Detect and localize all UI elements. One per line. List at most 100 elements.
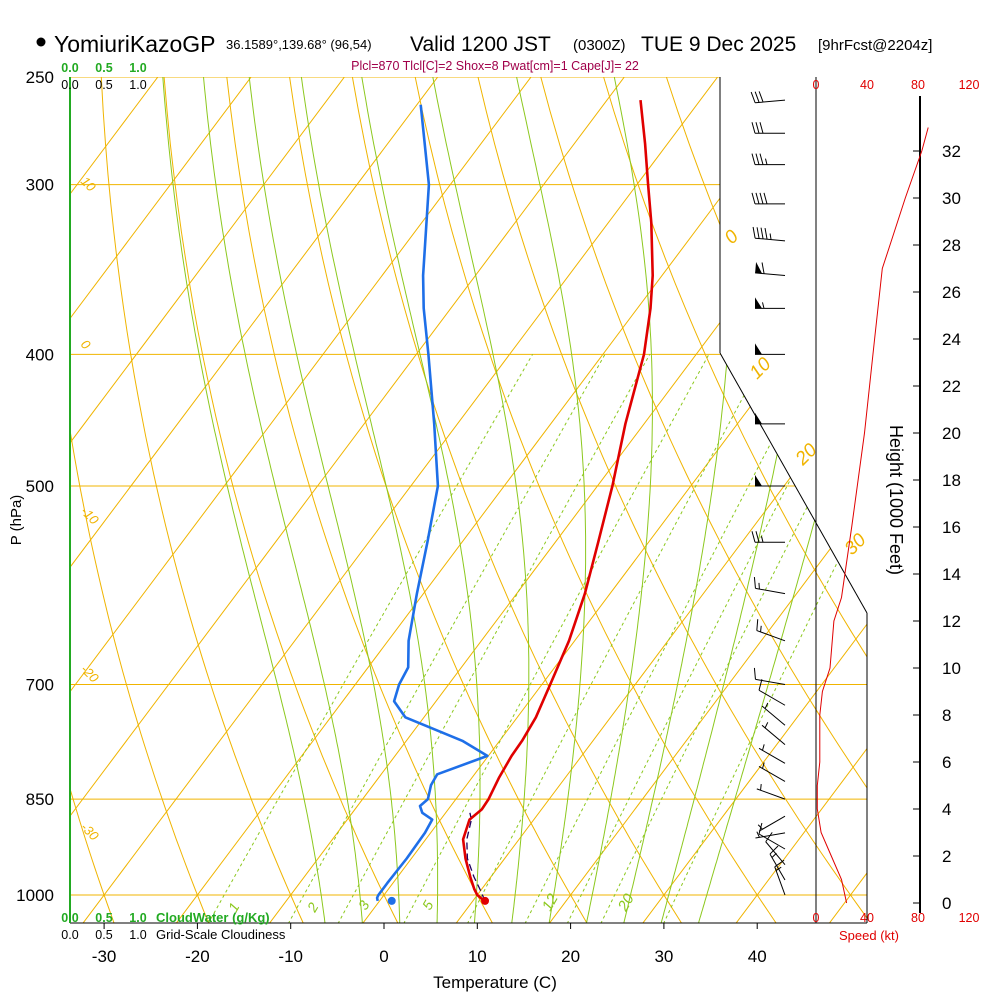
- wind-barb: [757, 815, 786, 832]
- speed-axis-label: Speed (kt): [839, 928, 899, 943]
- y-axis-label: P (hPa): [8, 495, 25, 546]
- speed-bottom-label: 80: [911, 911, 925, 925]
- isotherm-line: [268, 77, 867, 923]
- wind-barb: [761, 722, 786, 745]
- cloudwater-top-label: 1.0: [129, 61, 146, 75]
- barb-half: [764, 702, 769, 709]
- x-tick-label: -20: [185, 947, 210, 966]
- x-tick-label: -30: [92, 947, 117, 966]
- barb-staff: [755, 272, 786, 277]
- dry-adiabat-label: 10: [78, 174, 99, 195]
- wind-barb: [758, 762, 786, 782]
- barb-staff: [756, 630, 786, 642]
- barb-staff: [761, 724, 786, 745]
- surface-markers: [387, 896, 490, 905]
- x-axis-label: Temperature (C): [433, 973, 557, 992]
- header-forecast: [9hrFcst@2204z]: [818, 37, 932, 54]
- barb-full: [755, 122, 760, 134]
- wind-barb: [755, 261, 786, 277]
- barb-full: [755, 192, 760, 205]
- cloudiness-bottom-label: 0.5: [95, 928, 112, 942]
- cloudiness-top-label: 0.0: [61, 78, 78, 92]
- barb-full: [758, 91, 764, 103]
- wind-barb: [755, 297, 785, 309]
- barb-full: [750, 91, 756, 103]
- barb-half: [764, 722, 769, 729]
- isotherm-line: [641, 77, 867, 923]
- dry-adiabat-line: [284, 77, 592, 923]
- height-tick-label: 2: [942, 847, 951, 866]
- barb-full: [763, 192, 768, 205]
- height-tick-label: 26: [942, 283, 961, 302]
- barb-staff: [755, 99, 786, 104]
- barb-full: [769, 845, 779, 855]
- moist-adiabat-label: 20: [614, 890, 638, 914]
- barb-full: [751, 153, 756, 165]
- height-tick-label: 10: [942, 659, 961, 678]
- header-coords: 36.1589°,139.68° (96,54): [226, 37, 372, 52]
- cloudwater-top-label: 0.5: [95, 61, 112, 75]
- barb-half: [762, 302, 765, 309]
- mixing-ratio-line: [466, 354, 767, 923]
- header-utc: (0300Z): [573, 37, 626, 54]
- header-indices: Plcl=870 Tlcl[C]=2 Shox=8 Pwat[cm]=1 Cap…: [351, 59, 639, 73]
- barb-staff: [755, 832, 786, 839]
- dry-adiabat-label: 20: [791, 439, 822, 470]
- dry-adiabat-line: [469, 77, 867, 923]
- cloudwater-bottom-label: 0.5: [95, 911, 112, 925]
- surface-temperature-marker: [481, 896, 490, 905]
- height-tick-label: 22: [942, 377, 961, 396]
- wind-barb: [750, 91, 786, 104]
- barb-full: [765, 832, 773, 843]
- p-tick-label: 1000: [16, 886, 54, 905]
- header-date: TUE 9 Dec 2025: [641, 33, 796, 56]
- cloudiness-bottom-label: 1.0: [129, 928, 146, 942]
- dry-adiabat-line: [70, 77, 212, 923]
- series-dewpoint: [375, 104, 489, 902]
- series-parcel: [466, 812, 486, 902]
- x-tick-label: 0: [379, 947, 388, 966]
- barb-staff: [765, 841, 786, 866]
- mixing-ratio-line: [403, 354, 710, 923]
- speed-bottom-label: 120: [959, 911, 980, 925]
- wind-barb: [751, 122, 785, 134]
- dry-adiabat-label: 0: [721, 226, 744, 249]
- speed-top-label: 80: [911, 78, 925, 92]
- moist-adiabat-line: [159, 77, 326, 923]
- wind-barb: [755, 475, 785, 487]
- speed-top-label: 40: [860, 78, 874, 92]
- isotherm-line: [70, 77, 550, 923]
- barb-staff: [774, 866, 786, 896]
- isotherm-line: [455, 77, 867, 923]
- dry-adiabat-line: [592, 77, 867, 923]
- x-tick-label: 10: [468, 947, 487, 966]
- height-tick-label: 16: [942, 518, 961, 537]
- dry-adiabat-label: 30: [841, 529, 871, 559]
- wind-barb: [755, 831, 786, 839]
- isotherm-line: [828, 77, 867, 923]
- barb-full: [754, 91, 760, 103]
- speed-bottom-label: 40: [860, 911, 874, 925]
- header: YomiuriKazoGP 36.1589°,139.68° (96,54) V…: [36, 31, 932, 73]
- dry-adiabat-line: [222, 77, 497, 923]
- wind-barb: [758, 822, 786, 850]
- wind-barb: [753, 667, 786, 686]
- barb-staff: [769, 853, 786, 881]
- dry-adiabat-line: [0, 41, 22, 930]
- barb-half: [769, 233, 772, 240]
- mixing-ratio-line: [600, 354, 867, 923]
- mixing-ratio-label: 5: [419, 898, 437, 913]
- barb-half: [762, 762, 765, 769]
- mixing-ratio-line: [207, 354, 534, 923]
- mixing-ratio-label: 2: [303, 900, 321, 916]
- barb-staff: [758, 766, 786, 782]
- wind-barb: [751, 192, 785, 205]
- p-tick-label: 700: [26, 676, 54, 695]
- isotherm-line: [735, 77, 867, 923]
- isotherm-line: [70, 77, 363, 923]
- x-tick-label: 40: [748, 947, 767, 966]
- x-tick-label: 30: [654, 947, 673, 966]
- wind-barb: [758, 679, 786, 706]
- wind-barb: [753, 576, 786, 595]
